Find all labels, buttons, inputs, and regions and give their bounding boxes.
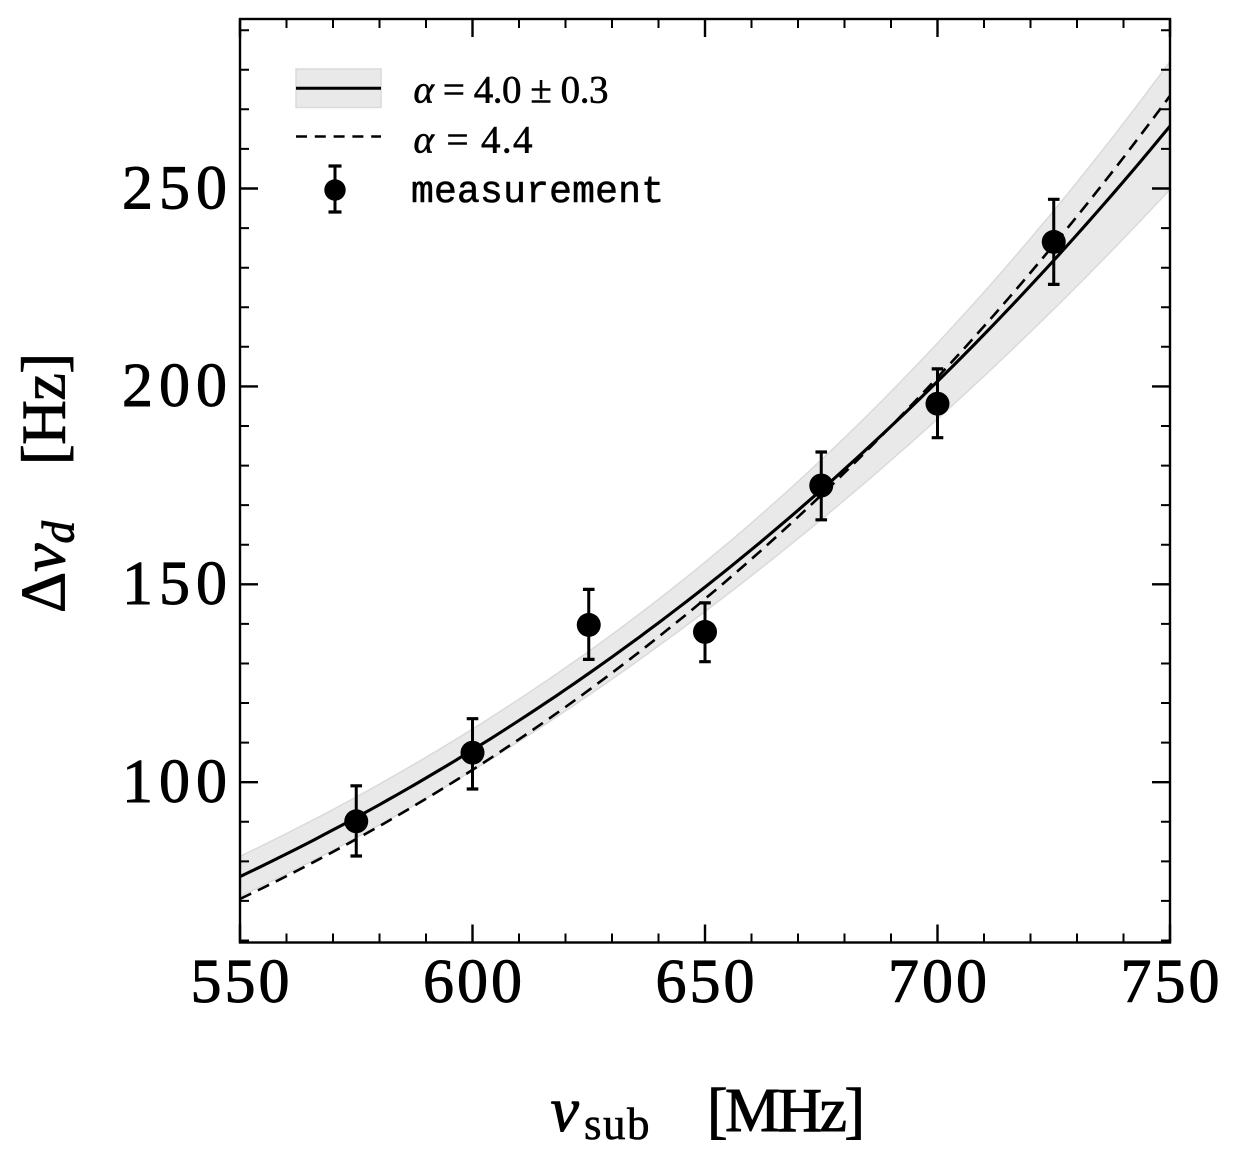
svg-text:ν: ν	[551, 1074, 580, 1145]
svg-text:200: 200	[122, 352, 227, 420]
svg-text:[Hz]: [Hz]	[11, 353, 79, 465]
svg-text:700: 700	[888, 948, 987, 1016]
svg-text:550: 550	[191, 948, 290, 1016]
svg-text:sub: sub	[584, 1099, 651, 1149]
svg-text:600: 600	[423, 948, 522, 1016]
svg-text:150: 150	[122, 550, 227, 618]
svg-text:α = 4.4: α = 4.4	[414, 118, 533, 161]
svg-text:Δνd: Δνd	[8, 520, 84, 613]
svg-text:750: 750	[1121, 948, 1220, 1016]
svg-text:α = 4.0 ± 0.3: α = 4.0 ± 0.3	[414, 69, 609, 112]
svg-text:measurement: measurement	[411, 171, 664, 214]
svg-text:650: 650	[656, 948, 755, 1016]
svg-text:250: 250	[122, 154, 227, 222]
svg-text:[MHz]: [MHz]	[707, 1077, 865, 1145]
svg-text:100: 100	[122, 748, 227, 816]
